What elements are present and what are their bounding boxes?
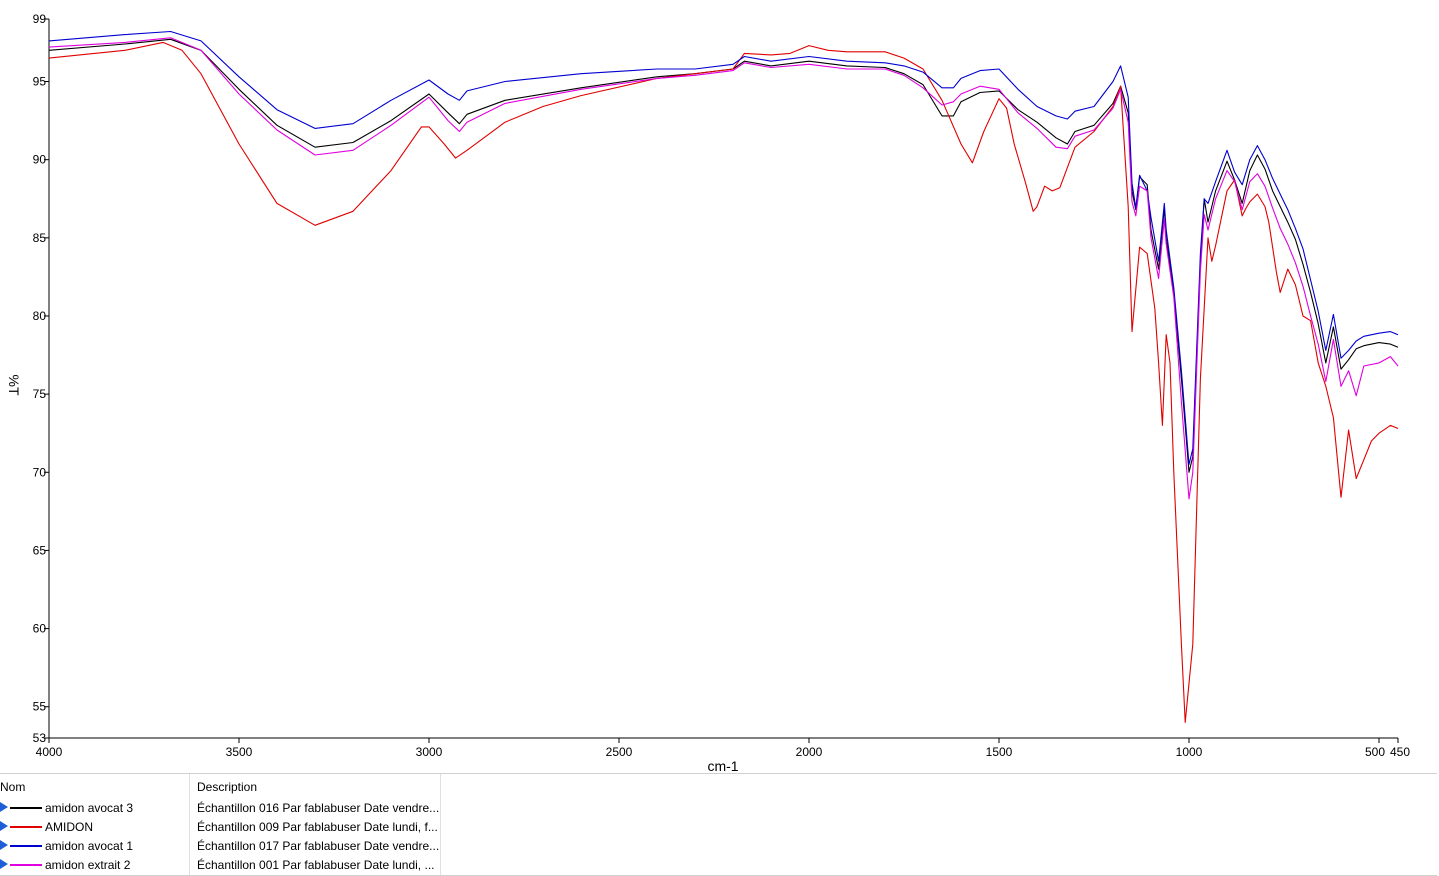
y-tick-label: 99 xyxy=(33,12,47,26)
y-ticks: 53 55 60 65 70 75 80 85 90 95 99 xyxy=(33,12,49,745)
x-axis-title: cm-1 xyxy=(707,758,738,772)
y-tick-label: 60 xyxy=(33,622,47,636)
legend-header: Nom Description xyxy=(0,774,1437,797)
series-color-swatch xyxy=(10,807,42,809)
y-tick-label: 85 xyxy=(33,231,47,245)
x-tick-label: 1500 xyxy=(986,745,1013,759)
y-tick-label: 95 xyxy=(33,75,47,89)
y-tick-label: 53 xyxy=(33,731,47,745)
series-line xyxy=(48,41,1399,723)
x-tick-label: 3000 xyxy=(416,745,443,759)
column-divider[interactable] xyxy=(440,774,441,875)
x-tick-label: 2500 xyxy=(606,745,633,759)
x-tick-label: 450 xyxy=(1390,745,1410,759)
row-arrow-icon xyxy=(0,840,8,850)
x-tick-label: 4000 xyxy=(36,745,63,759)
x-tick-label: 3500 xyxy=(226,745,253,759)
series-description: Échantillon 001 Par fablabuser Date lund… xyxy=(197,858,435,872)
y-tick-label: 70 xyxy=(33,465,47,479)
legend-panel: Nom Description amidon avocat 3 Échantil… xyxy=(0,773,1437,876)
series-name: AMIDON xyxy=(45,820,93,834)
x-ticks: 4000 3500 3000 2500 2000 1500 1000 500 450 xyxy=(36,738,1410,759)
series-name: amidon extrait 2 xyxy=(45,858,131,872)
legend-row[interactable]: amidon avocat 1 Échantillon 017 Par fabl… xyxy=(0,836,1437,855)
legend-row[interactable]: amidon avocat 3 Échantillon 016 Par fabl… xyxy=(0,798,1437,817)
x-tick-label: 2000 xyxy=(796,745,823,759)
x-tick-label: 500 xyxy=(1365,745,1385,759)
series-line xyxy=(48,37,1399,500)
series-color-swatch xyxy=(10,845,42,847)
row-arrow-icon xyxy=(0,859,8,869)
series-name: amidon avocat 3 xyxy=(45,801,134,815)
series-description: Échantillon 017 Par fablabuser Date vend… xyxy=(197,839,440,853)
y-tick-label: 65 xyxy=(33,543,47,557)
series-description: Échantillon 009 Par fablabuser Date lund… xyxy=(197,820,438,834)
series-lines xyxy=(48,30,1399,723)
series-line xyxy=(48,38,1399,473)
y-tick-label: 90 xyxy=(33,153,47,167)
x-tick-label: 1000 xyxy=(1176,745,1203,759)
column-divider[interactable] xyxy=(189,774,190,875)
legend-row[interactable]: amidon extrait 2 Échantillon 001 Par fab… xyxy=(0,855,1437,874)
series-name: amidon avocat 1 xyxy=(45,839,134,853)
spectrum-plot: 4000 3500 3000 2500 2000 1500 1000 500 450 53 55 6… xyxy=(6,12,1410,772)
series-color-swatch xyxy=(10,826,42,828)
legend-row[interactable]: AMIDON Échantillon 009 Par fablabuser Da… xyxy=(0,817,1437,836)
series-line xyxy=(48,30,1399,466)
row-arrow-icon xyxy=(0,802,8,812)
y-tick-label: 80 xyxy=(33,309,47,323)
series-description: Échantillon 016 Par fablabuser Date vend… xyxy=(197,801,440,815)
y-tick-label: 75 xyxy=(33,387,47,401)
y-axis-title: %T xyxy=(6,375,22,396)
series-color-swatch xyxy=(10,864,42,866)
axes xyxy=(48,19,1398,739)
y-tick-label: 55 xyxy=(33,700,47,714)
column-header-name[interactable]: Nom xyxy=(0,780,26,794)
spectrum-chart: 4000 3500 3000 2500 2000 1500 1000 500 450 53 55 6… xyxy=(6,12,1410,772)
column-header-description[interactable]: Description xyxy=(197,780,258,794)
row-arrow-icon xyxy=(0,821,8,831)
